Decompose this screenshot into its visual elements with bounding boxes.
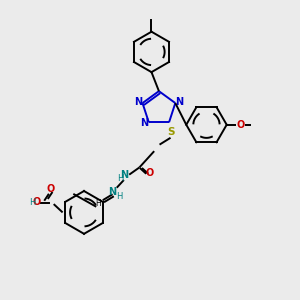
Text: H: H bbox=[116, 192, 122, 201]
Text: O: O bbox=[33, 197, 41, 207]
Text: O: O bbox=[146, 168, 154, 178]
Text: N: N bbox=[109, 187, 117, 197]
Text: H: H bbox=[29, 198, 35, 207]
Text: N: N bbox=[141, 118, 149, 128]
Text: H: H bbox=[95, 199, 100, 208]
Text: N: N bbox=[175, 98, 183, 107]
Text: N: N bbox=[134, 98, 142, 107]
Text: H: H bbox=[117, 174, 124, 183]
Text: O: O bbox=[46, 184, 54, 194]
Text: N: N bbox=[120, 170, 128, 180]
Text: O: O bbox=[236, 120, 245, 130]
Text: S: S bbox=[167, 127, 174, 137]
